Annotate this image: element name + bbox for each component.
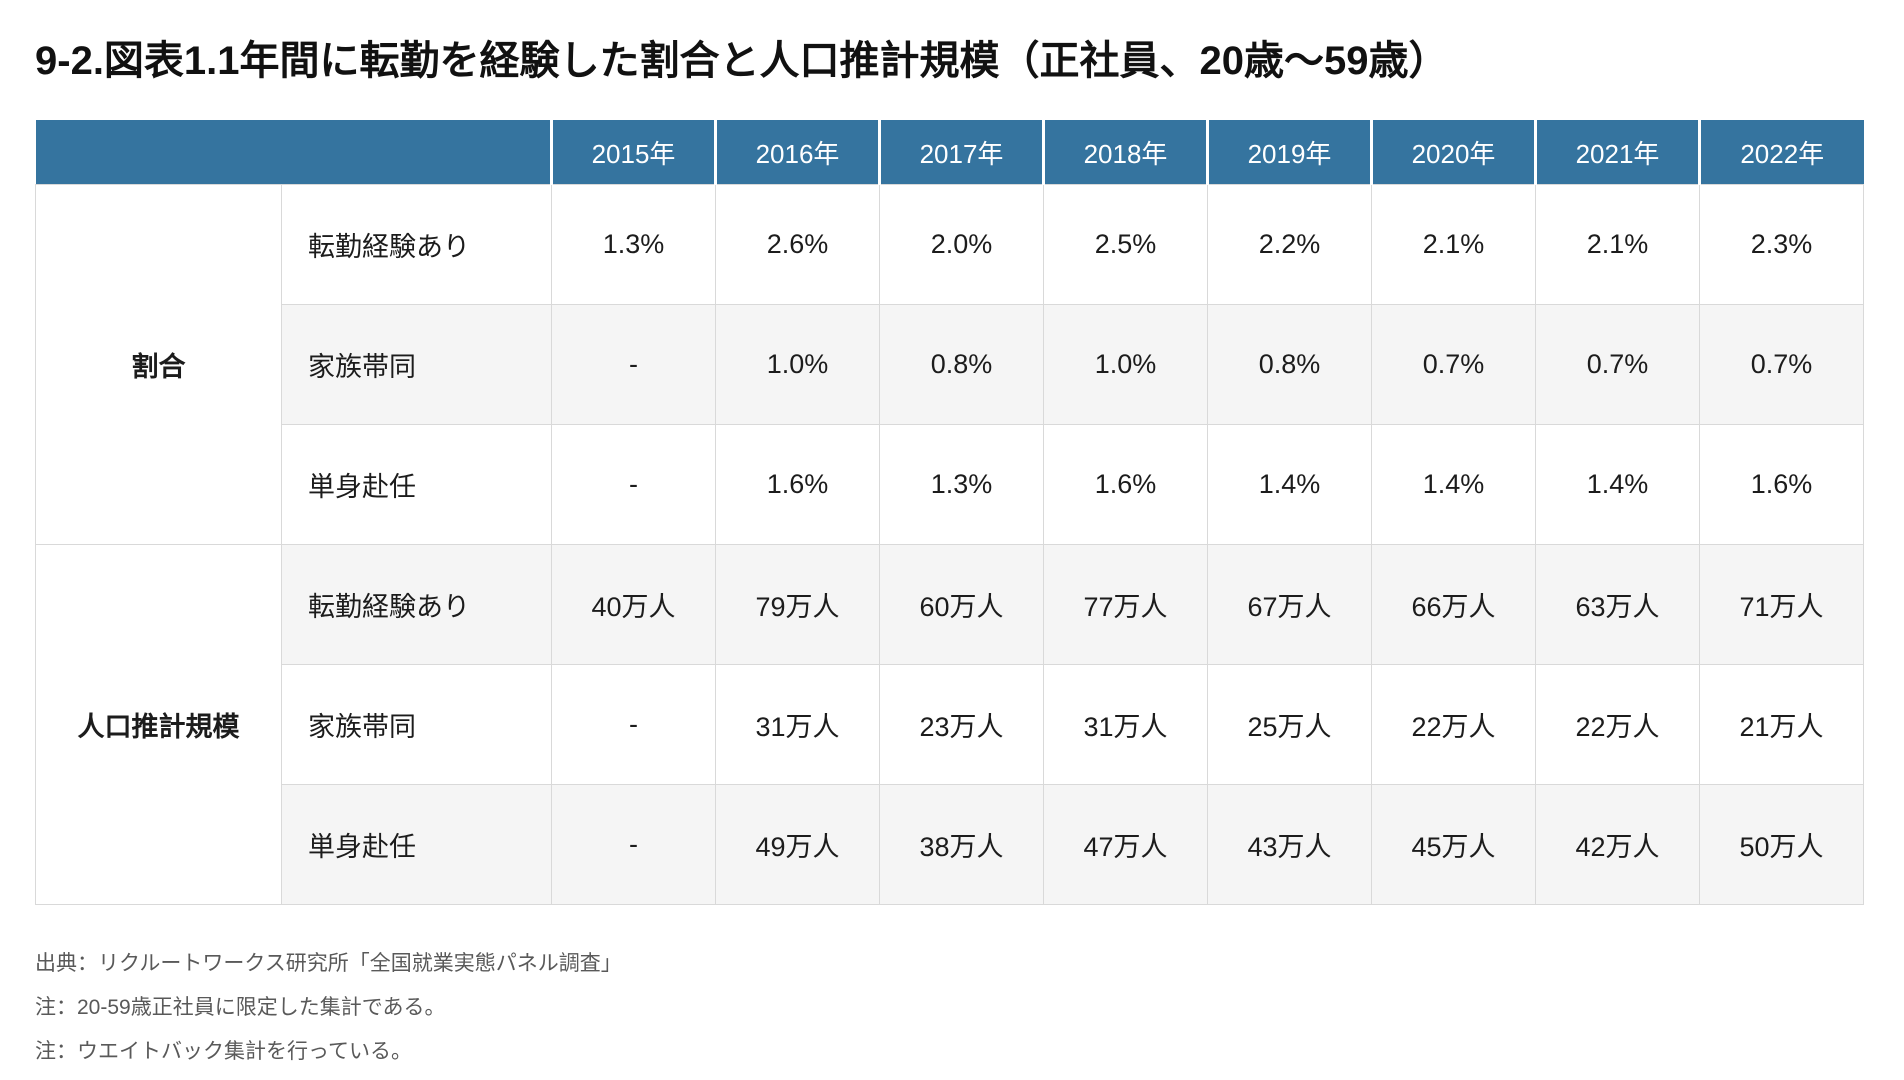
page-title: 9-2.図表1.1年間に転勤を経験した割合と人口推計規模（正社員、20歳～59歳… <box>35 38 1449 83</box>
row-label: 単身赴任 <box>281 424 552 545</box>
table-row: 単身赴任 - 1.6% 1.3% 1.6% 1.4% 1.4% 1.4% 1.6… <box>36 424 1864 545</box>
table-cell: 45万人 <box>1371 784 1536 905</box>
table-cell: - <box>551 304 716 425</box>
source-note: 出典：リクルートワークス研究所「全国就業実態パネル調査」 <box>35 952 622 975</box>
year-header-2015: 2015年 <box>550 120 716 185</box>
table-cell: 25万人 <box>1207 664 1372 785</box>
table-cell: 1.6% <box>1699 424 1864 545</box>
table-cell: 63万人 <box>1535 544 1700 665</box>
footnotes: 出典：リクルートワークス研究所「全国就業実態パネル調査」 注：20-59歳正社員… <box>35 948 1635 1080</box>
table-cell: 42万人 <box>1535 784 1700 905</box>
row-label: 単身赴任 <box>281 784 552 905</box>
table-cell: 50万人 <box>1699 784 1864 905</box>
table-header-row: 2015年 2016年 2017年 2018年 2019年 2020年 2021… <box>35 120 1864 185</box>
table-cell: 79万人 <box>715 544 880 665</box>
table-cell: 49万人 <box>715 784 880 905</box>
table-cell: 1.4% <box>1207 424 1372 545</box>
table-row: 家族帯同 - 31万人 23万人 31万人 25万人 22万人 22万人 21万… <box>36 664 1864 785</box>
table-cell: 1.4% <box>1371 424 1536 545</box>
row-label: 転勤経験あり <box>281 184 552 305</box>
table-cell: 2.6% <box>715 184 880 305</box>
table-cell: 2.1% <box>1535 184 1700 305</box>
table-corner-cell <box>35 120 552 185</box>
table-cell: 22万人 <box>1535 664 1700 785</box>
table-cell: 67万人 <box>1207 544 1372 665</box>
table-cell: 40万人 <box>551 544 716 665</box>
table-cell: 60万人 <box>879 544 1044 665</box>
table-cell: 66万人 <box>1371 544 1536 665</box>
table-cell: 2.2% <box>1207 184 1372 305</box>
table-cell: 0.8% <box>879 304 1044 425</box>
year-header-2019: 2019年 <box>1206 120 1372 185</box>
table-cell: 71万人 <box>1699 544 1864 665</box>
table-cell: 2.3% <box>1699 184 1864 305</box>
year-header-2018: 2018年 <box>1042 120 1208 185</box>
table-cell: 31万人 <box>1043 664 1208 785</box>
table-row: 単身赴任 - 49万人 38万人 47万人 43万人 45万人 42万人 50万… <box>36 784 1864 905</box>
table-cell: 2.5% <box>1043 184 1208 305</box>
table-row: 割合 転勤経験あり 1.3% 2.6% 2.0% 2.5% 2.2% 2.1% … <box>35 184 1864 545</box>
year-header-2022: 2022年 <box>1698 120 1864 185</box>
year-header-2021: 2021年 <box>1534 120 1700 185</box>
transfer-rate-table: 2015年 2016年 2017年 2018年 2019年 2020年 2021… <box>35 120 1864 905</box>
table-cell: 21万人 <box>1699 664 1864 785</box>
group-label-population: 人口推計規模 <box>35 544 282 905</box>
year-header-2016: 2016年 <box>714 120 880 185</box>
table-cell: 47万人 <box>1043 784 1208 905</box>
table-cell: 77万人 <box>1043 544 1208 665</box>
table-cell: 2.1% <box>1371 184 1536 305</box>
table-cell: 1.6% <box>715 424 880 545</box>
table-cell: 2.0% <box>879 184 1044 305</box>
table-cell: - <box>551 784 716 905</box>
note-line: 注：ウエイトバック集計を行っている。 <box>35 1040 412 1063</box>
table-cell: 1.3% <box>551 184 716 305</box>
table-cell: 1.4% <box>1535 424 1700 545</box>
table-cell: 31万人 <box>715 664 880 785</box>
row-label: 転勤経験あり <box>281 544 552 665</box>
year-header-2017: 2017年 <box>878 120 1044 185</box>
table-cell: 38万人 <box>879 784 1044 905</box>
group-label-ratio: 割合 <box>35 184 282 545</box>
row-label: 家族帯同 <box>281 304 552 425</box>
table-cell: 0.8% <box>1207 304 1372 425</box>
note-line: 注：20-59歳正社員に限定した集計である。 <box>35 996 446 1019</box>
table-cell: - <box>551 664 716 785</box>
table-cell: 1.3% <box>879 424 1044 545</box>
table-cell: 1.6% <box>1043 424 1208 545</box>
table-cell: 1.0% <box>715 304 880 425</box>
table-cell: 1.0% <box>1043 304 1208 425</box>
table-cell: 22万人 <box>1371 664 1536 785</box>
table-cell: 0.7% <box>1535 304 1700 425</box>
row-label: 家族帯同 <box>281 664 552 785</box>
year-header-2020: 2020年 <box>1370 120 1536 185</box>
table-cell: 0.7% <box>1699 304 1864 425</box>
table-row: 人口推計規模 転勤経験あり 40万人 79万人 60万人 77万人 67万人 6… <box>35 544 1864 905</box>
table-cell: 43万人 <box>1207 784 1372 905</box>
table-cell: - <box>551 424 716 545</box>
table-row: 家族帯同 - 1.0% 0.8% 1.0% 0.8% 0.7% 0.7% 0.7… <box>36 304 1864 425</box>
table-cell: 23万人 <box>879 664 1044 785</box>
table-cell: 0.7% <box>1371 304 1536 425</box>
